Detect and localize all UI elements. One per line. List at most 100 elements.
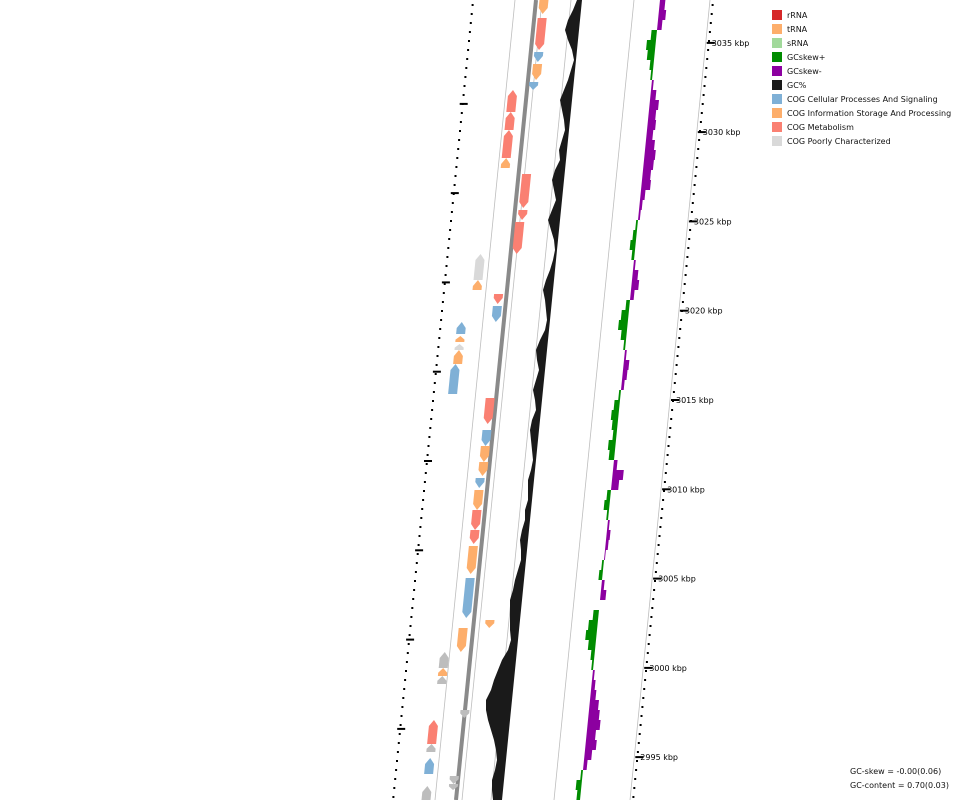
gene-arrow <box>453 350 463 364</box>
gc-skew-negative-segment <box>583 760 588 770</box>
kbp-label: 3015 kbp <box>676 396 714 405</box>
gene-arrow <box>479 446 490 462</box>
outer-minor-tick <box>695 166 698 168</box>
inner-minor-tick <box>429 427 432 429</box>
outer-minor-tick <box>667 445 670 447</box>
gene-arrow <box>424 758 435 774</box>
gc-skew-positive-segment <box>607 440 616 450</box>
outer-minor-tick <box>709 22 712 24</box>
legend-item: tRNA <box>772 22 951 36</box>
gc-skew-positive-segment <box>646 40 656 50</box>
gc-skew-negative-segment <box>606 530 611 540</box>
inner-minor-tick <box>403 688 406 690</box>
inner-minor-tick <box>439 328 442 330</box>
outer-minor-tick <box>682 292 685 294</box>
gene-arrow <box>529 82 539 90</box>
legend-item: rRNA <box>772 8 951 22</box>
inner-minor-tick <box>394 778 397 780</box>
inner-minor-tick <box>442 292 445 294</box>
inner-minor-tick <box>409 625 412 627</box>
gc-skew-positive-segment <box>618 320 628 330</box>
outer-minor-tick <box>668 436 671 438</box>
outer-minor-tick <box>702 94 705 96</box>
gc-skew-positive-segment <box>591 660 594 670</box>
outer-minor-tick <box>633 787 636 789</box>
outer-minor-tick <box>703 85 706 87</box>
outer-minor-tick <box>637 742 640 744</box>
outer-minor-tick <box>669 427 672 429</box>
outer-minor-tick <box>692 193 695 195</box>
gc-skew-positive-segment <box>629 240 636 250</box>
inner-minor-tick <box>427 445 430 447</box>
inner-minor-tick <box>432 391 435 393</box>
gene-arrow <box>427 720 438 744</box>
inner-minor-tick <box>436 355 439 357</box>
gene-arrow <box>456 322 466 334</box>
inner-minor-tick <box>402 697 405 699</box>
legend-swatch <box>772 122 782 132</box>
inner-minor-tick <box>395 769 398 771</box>
outer-minor-tick <box>635 769 638 771</box>
inner-minor-tick <box>396 751 399 753</box>
gc-skew-positive-segment <box>601 560 604 570</box>
legend-swatch <box>772 52 782 62</box>
gene-arrow <box>473 254 485 280</box>
inner-minor-tick <box>410 616 413 618</box>
legend-label: COG Metabolism <box>787 122 854 132</box>
gc-skew-negative-segment <box>631 280 640 290</box>
outer-minor-tick <box>656 553 659 555</box>
outer-minor-tick <box>650 616 653 618</box>
gc-skew-negative-segment <box>659 0 666 10</box>
gc-skew-negative-segment <box>601 580 605 590</box>
kbp-label: 2995 kbp <box>640 753 678 762</box>
outer-minor-tick <box>705 67 708 69</box>
inner-minor-tick <box>405 670 407 672</box>
legend-label: tRNA <box>787 24 808 34</box>
gene-arrow <box>475 478 485 488</box>
outer-minor-tick <box>643 688 646 690</box>
gc-skew-negative-segment <box>586 730 596 740</box>
inner-minor-tick <box>417 544 420 546</box>
gc-skew-negative-segment <box>642 170 652 180</box>
inner-minor-tick <box>453 184 456 186</box>
guide-line <box>434 0 516 800</box>
gc-skew-negative-segment <box>611 480 620 490</box>
inner-minor-tick <box>404 679 407 681</box>
gene-arrow <box>438 652 449 668</box>
gene-arrow <box>448 784 459 790</box>
legend-swatch <box>772 136 782 146</box>
gene-arrow <box>519 174 532 208</box>
legend-item: GCskew+ <box>772 50 951 64</box>
inner-minor-tick <box>407 643 410 645</box>
kbp-labels: 3035 kbp 3030 kbp 3025 kbp 3020 kbp 3015 kbp… <box>640 39 749 762</box>
outer-minor-tick <box>680 319 683 321</box>
outer-minor-tick <box>654 571 657 573</box>
legend-item: GCskew- <box>772 64 951 78</box>
gc-skew-positive-segment <box>606 510 609 520</box>
outer-minor-tick <box>646 652 649 654</box>
legend-swatch <box>772 80 782 90</box>
inner-minor-tick <box>431 409 434 411</box>
inner-minor-tick <box>399 724 402 726</box>
gene-arrow <box>501 130 513 158</box>
outer-minor-tick <box>639 724 642 726</box>
gene-arrow <box>491 306 502 322</box>
legend: rRNA tRNA sRNA GCskew+ GCskew- GC% COG Cellula… <box>772 8 951 148</box>
gene-arrow <box>538 0 549 14</box>
inner-minor-tick <box>467 49 470 51</box>
outer-minor-tick <box>675 364 678 366</box>
gc-skew-positive-segment <box>610 410 619 420</box>
gc-skew-negative-segment <box>649 100 659 110</box>
inner-minor-tick <box>459 121 462 123</box>
gene-arrow <box>454 344 464 350</box>
outer-minor-tick <box>659 526 662 528</box>
gene-arrow <box>449 776 459 784</box>
gc-content-stat: GC-content = 0.70(0.03) <box>850 781 949 790</box>
outer-minor-tick <box>644 679 647 681</box>
gc-skew-negative-segment <box>641 180 651 190</box>
outer-minor-tick <box>701 103 704 105</box>
gc-skew-negative-segment <box>639 200 643 210</box>
gene-arrow <box>500 158 511 168</box>
gc-skew-negative-segment <box>633 260 636 270</box>
outer-minor-tick <box>708 31 711 33</box>
